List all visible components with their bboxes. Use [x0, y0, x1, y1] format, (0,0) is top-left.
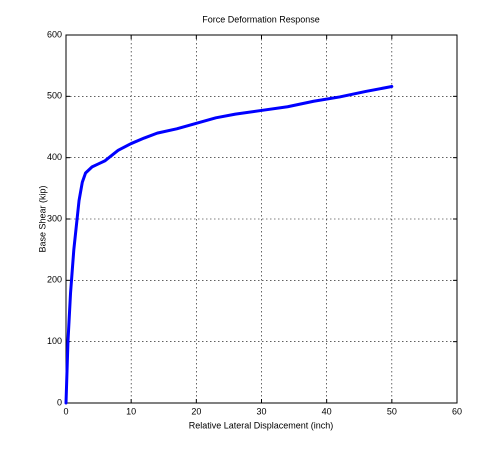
y-tick-label: 500 [47, 91, 62, 101]
y-tick-label: 0 [57, 397, 62, 407]
chart-title: Force Deformation Response [202, 14, 320, 24]
x-tick-label: 40 [322, 406, 332, 416]
y-tick-label: 300 [47, 213, 62, 223]
x-axis-label: Relative Lateral Displacement (inch) [189, 420, 334, 430]
x-tick-label: 0 [63, 406, 68, 416]
x-tick-label: 10 [126, 406, 136, 416]
x-tick-label: 20 [191, 406, 201, 416]
y-tick-label: 200 [47, 275, 62, 285]
y-tick-label: 600 [47, 29, 62, 39]
x-tick-label: 50 [387, 406, 397, 416]
x-tick-label: 30 [256, 406, 266, 416]
y-axis-label: Base Shear (kip) [37, 185, 47, 252]
x-tick-label: 60 [452, 406, 462, 416]
y-tick-label: 400 [47, 152, 62, 162]
y-tick-label: 100 [47, 336, 62, 346]
plot-frame [65, 34, 458, 404]
data-line [64, 85, 394, 405]
